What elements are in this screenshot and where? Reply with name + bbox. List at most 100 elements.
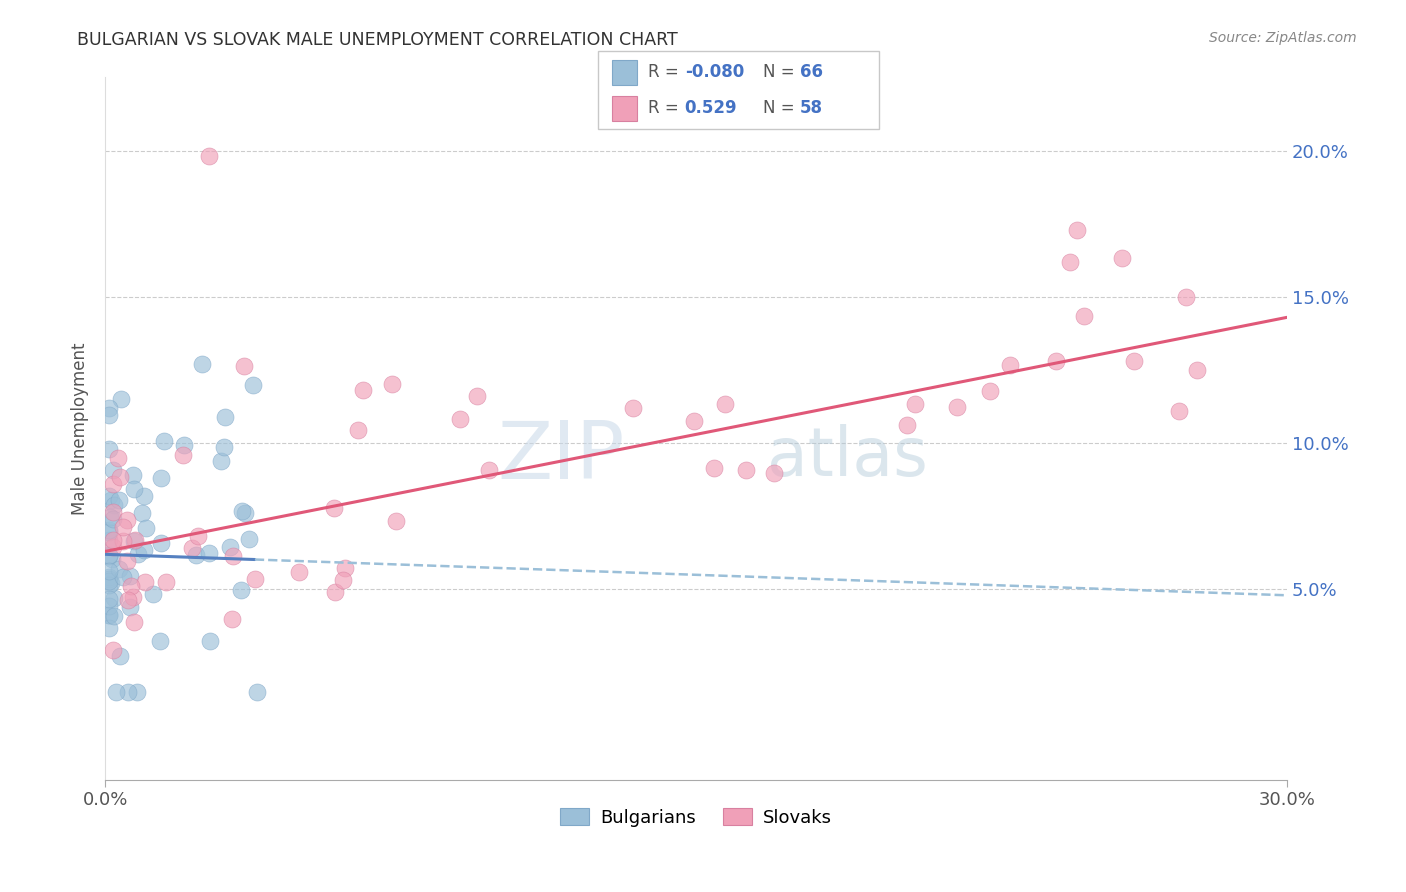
Text: R =: R = bbox=[648, 63, 685, 81]
Point bbox=[127, 548, 149, 562]
Point bbox=[478, 463, 501, 477]
Point bbox=[1045, 353, 1067, 368]
Point bbox=[98, 578, 121, 592]
Point bbox=[465, 388, 488, 402]
Text: ZIP: ZIP bbox=[498, 417, 626, 496]
Point bbox=[142, 587, 165, 601]
Point bbox=[124, 534, 146, 549]
Point bbox=[945, 401, 967, 415]
Point bbox=[1187, 363, 1209, 377]
Point bbox=[904, 397, 927, 411]
Point bbox=[238, 532, 260, 546]
Point bbox=[896, 417, 918, 432]
Point bbox=[107, 492, 129, 507]
Point bbox=[98, 599, 121, 614]
Point bbox=[1168, 403, 1191, 417]
Point bbox=[682, 414, 704, 428]
Point bbox=[98, 408, 121, 422]
Point bbox=[135, 521, 157, 535]
Point bbox=[101, 462, 124, 476]
Point bbox=[98, 572, 121, 586]
Point bbox=[101, 505, 124, 519]
Point bbox=[98, 607, 121, 622]
Point bbox=[198, 546, 221, 560]
Point bbox=[122, 483, 145, 497]
Point bbox=[218, 540, 240, 554]
Point bbox=[998, 358, 1021, 372]
Point bbox=[98, 489, 121, 503]
Point bbox=[98, 574, 121, 588]
Point bbox=[98, 549, 121, 564]
Point bbox=[333, 561, 356, 575]
Point bbox=[221, 612, 243, 626]
Point bbox=[187, 529, 209, 543]
Point bbox=[124, 533, 146, 547]
Point bbox=[125, 685, 148, 699]
Point bbox=[702, 461, 724, 475]
Point bbox=[118, 599, 141, 614]
Text: R =: R = bbox=[648, 99, 685, 117]
Point bbox=[381, 376, 404, 391]
Point bbox=[108, 470, 131, 484]
Point bbox=[111, 570, 134, 584]
Point bbox=[184, 549, 207, 563]
Point bbox=[763, 466, 786, 480]
Point bbox=[103, 498, 125, 512]
Text: 66: 66 bbox=[800, 63, 823, 81]
Point bbox=[1073, 309, 1095, 323]
Point bbox=[209, 454, 232, 468]
Point bbox=[118, 569, 141, 583]
Point bbox=[101, 643, 124, 657]
Point bbox=[155, 575, 177, 590]
Point bbox=[332, 574, 354, 588]
Text: atlas: atlas bbox=[768, 424, 928, 490]
Point bbox=[132, 543, 155, 558]
Text: Source: ZipAtlas.com: Source: ZipAtlas.com bbox=[1209, 31, 1357, 45]
Point bbox=[714, 397, 737, 411]
Point bbox=[98, 524, 121, 539]
Point bbox=[352, 383, 374, 397]
Point bbox=[117, 685, 139, 699]
Point bbox=[98, 442, 121, 456]
Point bbox=[120, 579, 142, 593]
Point bbox=[198, 149, 221, 163]
Point bbox=[243, 572, 266, 586]
Point bbox=[117, 593, 139, 607]
Point bbox=[98, 608, 121, 623]
Point bbox=[231, 504, 253, 518]
Point bbox=[242, 378, 264, 392]
Point bbox=[103, 591, 125, 605]
Point bbox=[98, 523, 121, 537]
Point bbox=[101, 477, 124, 491]
Point bbox=[101, 533, 124, 547]
Text: N =: N = bbox=[763, 63, 800, 81]
Point bbox=[110, 392, 132, 407]
Point bbox=[121, 468, 143, 483]
Point bbox=[214, 409, 236, 424]
Point bbox=[98, 533, 121, 547]
Point bbox=[111, 520, 134, 534]
Point bbox=[449, 412, 471, 426]
Point bbox=[101, 552, 124, 566]
Point bbox=[103, 608, 125, 623]
Point bbox=[734, 463, 756, 477]
Point bbox=[107, 451, 129, 466]
Point bbox=[1174, 290, 1197, 304]
Point bbox=[222, 549, 245, 564]
Point bbox=[1123, 354, 1146, 368]
Y-axis label: Male Unemployment: Male Unemployment bbox=[72, 343, 89, 515]
Point bbox=[98, 570, 121, 584]
Point bbox=[98, 549, 121, 563]
Point bbox=[212, 440, 235, 454]
Text: 58: 58 bbox=[800, 99, 823, 117]
Point bbox=[105, 685, 128, 699]
Text: 0.529: 0.529 bbox=[685, 99, 737, 117]
Point bbox=[1059, 254, 1081, 268]
Point bbox=[108, 648, 131, 663]
Point bbox=[347, 424, 370, 438]
Point bbox=[229, 583, 252, 598]
Point bbox=[100, 510, 122, 524]
Point bbox=[108, 562, 131, 576]
Point bbox=[233, 506, 256, 520]
Point bbox=[180, 541, 202, 556]
